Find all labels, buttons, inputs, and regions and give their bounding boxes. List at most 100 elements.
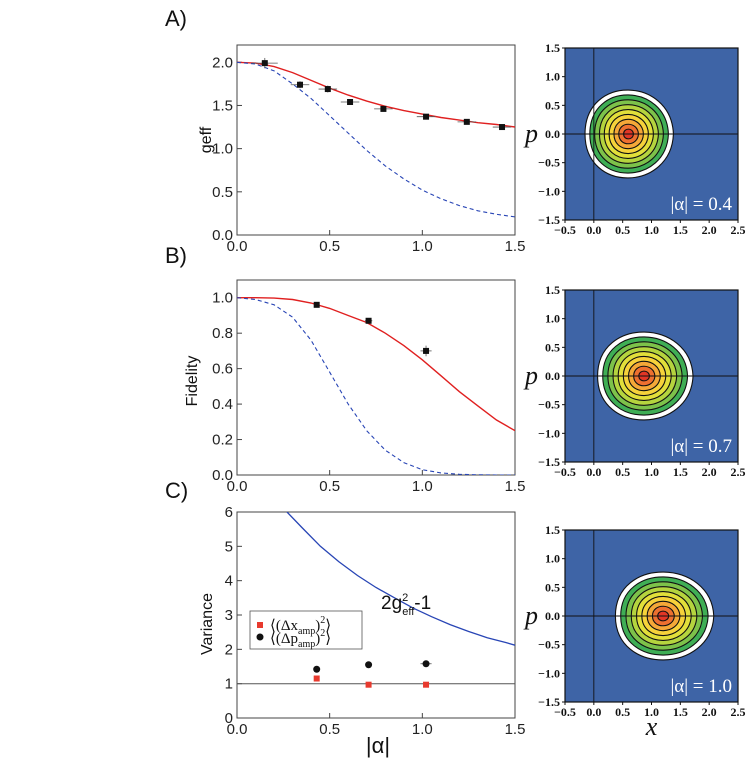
wigner-xtick-label: 1.0	[644, 705, 659, 719]
chart-b-xtick-label: 1.5	[505, 478, 526, 495]
wigner-xtick-label: −0.5	[554, 223, 576, 237]
annotation-tail: -1	[414, 593, 431, 614]
wigner-xtick-label: 0.5	[615, 223, 630, 237]
wigner-map-1: −0.5 0.0 0.5 1.0 1.5 2.0 2.51.51.00.50.0−0.5−1…	[523, 41, 746, 237]
chart-c-ytick-label: 4	[225, 573, 233, 590]
chart-a-point	[463, 118, 470, 125]
chart-a-ytick-label: 0.0	[212, 227, 233, 244]
chart-b-xtick-label: 0.5	[319, 478, 340, 495]
chart-c-ytick-label: 5	[225, 538, 233, 555]
wigner-ptick-label: −0.5	[538, 638, 560, 652]
chart-b-ytick-label: 0.6	[212, 361, 233, 378]
wigner-ptick-label: 1.0	[545, 312, 560, 326]
panel-label-c: C)	[165, 478, 188, 503]
wigner-ptick-label: −1.0	[538, 184, 560, 198]
annotation-sup: 2	[402, 592, 408, 604]
panel-label-a: A)	[165, 6, 187, 31]
wigner-ptick-label: −1.5	[538, 213, 560, 227]
legend-p-base: ⟨(Δp	[270, 631, 298, 647]
chart-c-xtick-label: 1.0	[412, 721, 433, 738]
chart-a-xtick-label: 0.5	[319, 238, 340, 255]
chart-a-line-classical	[237, 61, 515, 218]
panel-label-b: B)	[165, 243, 187, 268]
wigner-ptick-label: 0.5	[545, 580, 560, 594]
wigner-xtick-label: 2.5	[731, 223, 746, 237]
chart-c-ytick-label: 1	[225, 676, 233, 693]
chart-c-point	[422, 660, 430, 668]
legend-x-sub: amp	[298, 626, 315, 637]
wigner-ptick-label: 1.5	[545, 41, 560, 55]
wigner-xtick-label: 2.5	[731, 705, 746, 719]
wigner-ptick-label: 0.0	[545, 369, 560, 383]
chart-a-frame	[236, 44, 516, 236]
wigner-xtick-label: 2.0	[702, 223, 717, 237]
chart-b-point	[423, 347, 430, 354]
chart-a-point	[499, 124, 506, 131]
chart-b-xtick-label: 0.0	[227, 478, 248, 495]
chart-c-xtick-label: 0.5	[319, 721, 340, 738]
chart-a-point	[324, 86, 331, 93]
wigner-ptick-label: 0.0	[545, 609, 560, 623]
chart-c-point	[365, 681, 372, 688]
chart-c-legend: ⟨(Δxamp)2⟩ ⟨(Δpamp)2⟩	[249, 610, 363, 650]
chart-a-point	[347, 99, 354, 105]
legend-label-p: ⟨(Δpamp)2⟩	[270, 628, 331, 650]
chart-c-point	[365, 661, 373, 669]
legend-box	[249, 610, 363, 650]
wigner-ptick-label: 1.0	[545, 70, 560, 84]
wigner-p-label: p	[523, 601, 538, 630]
wigner-map-3: −0.5 0.0 0.5 1.0 1.5 2.0 2.51.51.00.50.0−0.5−1…	[523, 523, 746, 741]
chart-a-point	[380, 105, 387, 112]
wigner-ptick-label: 1.0	[545, 552, 560, 566]
wigner-ptick-label: 0.5	[545, 98, 560, 112]
chart-c-point	[313, 675, 320, 682]
chart-b-ytick-label: 0.0	[212, 467, 233, 484]
chart-b-point	[365, 317, 372, 324]
chart-b-xtick-label: 1.0	[412, 478, 433, 495]
curve-annotation: 2g2 eff-1	[381, 592, 431, 618]
legend-x-base: ⟨(Δx	[270, 618, 298, 634]
legend-x-sup: 2	[320, 615, 325, 626]
wigner-ptick-label: −0.5	[538, 156, 560, 170]
chart-c-xtick-label: 0.0	[227, 721, 248, 738]
wigner-xtick-label: 1.5	[673, 705, 688, 719]
wigner-xtick-label: 1.5	[673, 223, 688, 237]
wigner-ptick-label: −1.0	[538, 426, 560, 440]
chart-b: 0.0 0.5 1.0 1.5 0.0 0.2 0.4 0.6 0.8 1.0 Fidelity	[184, 279, 526, 495]
wigner-xtick-label: 1.5	[673, 465, 688, 479]
chart-a-ytick-label: 0.5	[212, 184, 233, 201]
wigner-xtick-label: 0.0	[586, 223, 601, 237]
wigner-alpha-label: |α| = 0.7	[670, 436, 732, 457]
wigner-xtick-label: −0.5	[554, 465, 576, 479]
chart-b-ytick-label: 0.8	[212, 325, 233, 342]
legend-p-sub: amp	[298, 639, 315, 650]
chart-a-ytick-label: 1.5	[212, 97, 233, 114]
chart-b-point	[313, 301, 320, 308]
wigner-ptick-label: −1.5	[538, 455, 560, 469]
chart-c-xtick-label: 1.5	[505, 721, 526, 738]
annotation-sub: eff	[402, 606, 415, 618]
wigner-ptick-label: 0.0	[545, 127, 560, 141]
wigner-p-label: p	[523, 361, 538, 390]
chart-a-point	[423, 113, 430, 120]
chart-c-ytick-label: 6	[225, 504, 233, 521]
legend-x-close-paren: )	[315, 618, 320, 634]
chart-a-ytick-label: 2.0	[212, 54, 233, 71]
chart-b-ylabel: Fidelity	[184, 356, 201, 407]
wigner-ptick-label: −1.0	[538, 666, 560, 680]
wigner-xtick-label: 2.0	[702, 705, 717, 719]
chart-c-ytick-label: 3	[225, 607, 233, 624]
wigner-xtick-label: 0.5	[615, 705, 630, 719]
wigner-xtick-label: 1.0	[644, 465, 659, 479]
legend-p-sup: 2	[320, 628, 325, 639]
wigner-xtick-label: 0.5	[615, 465, 630, 479]
chart-b-ytick-label: 0.2	[212, 432, 233, 449]
chart-a-xtick-label: 0.0	[227, 238, 248, 255]
chart-a-xtick-label: 1.5	[505, 238, 526, 255]
chart-a: 0.0 0.5 1.0 1.5 0.0 0.5 1.0 1.5 2.0 geff	[198, 44, 526, 255]
wigner-xtick-label: 1.0	[644, 223, 659, 237]
chart-a-line-theory	[237, 61, 515, 128]
legend-marker-x	[257, 622, 263, 628]
